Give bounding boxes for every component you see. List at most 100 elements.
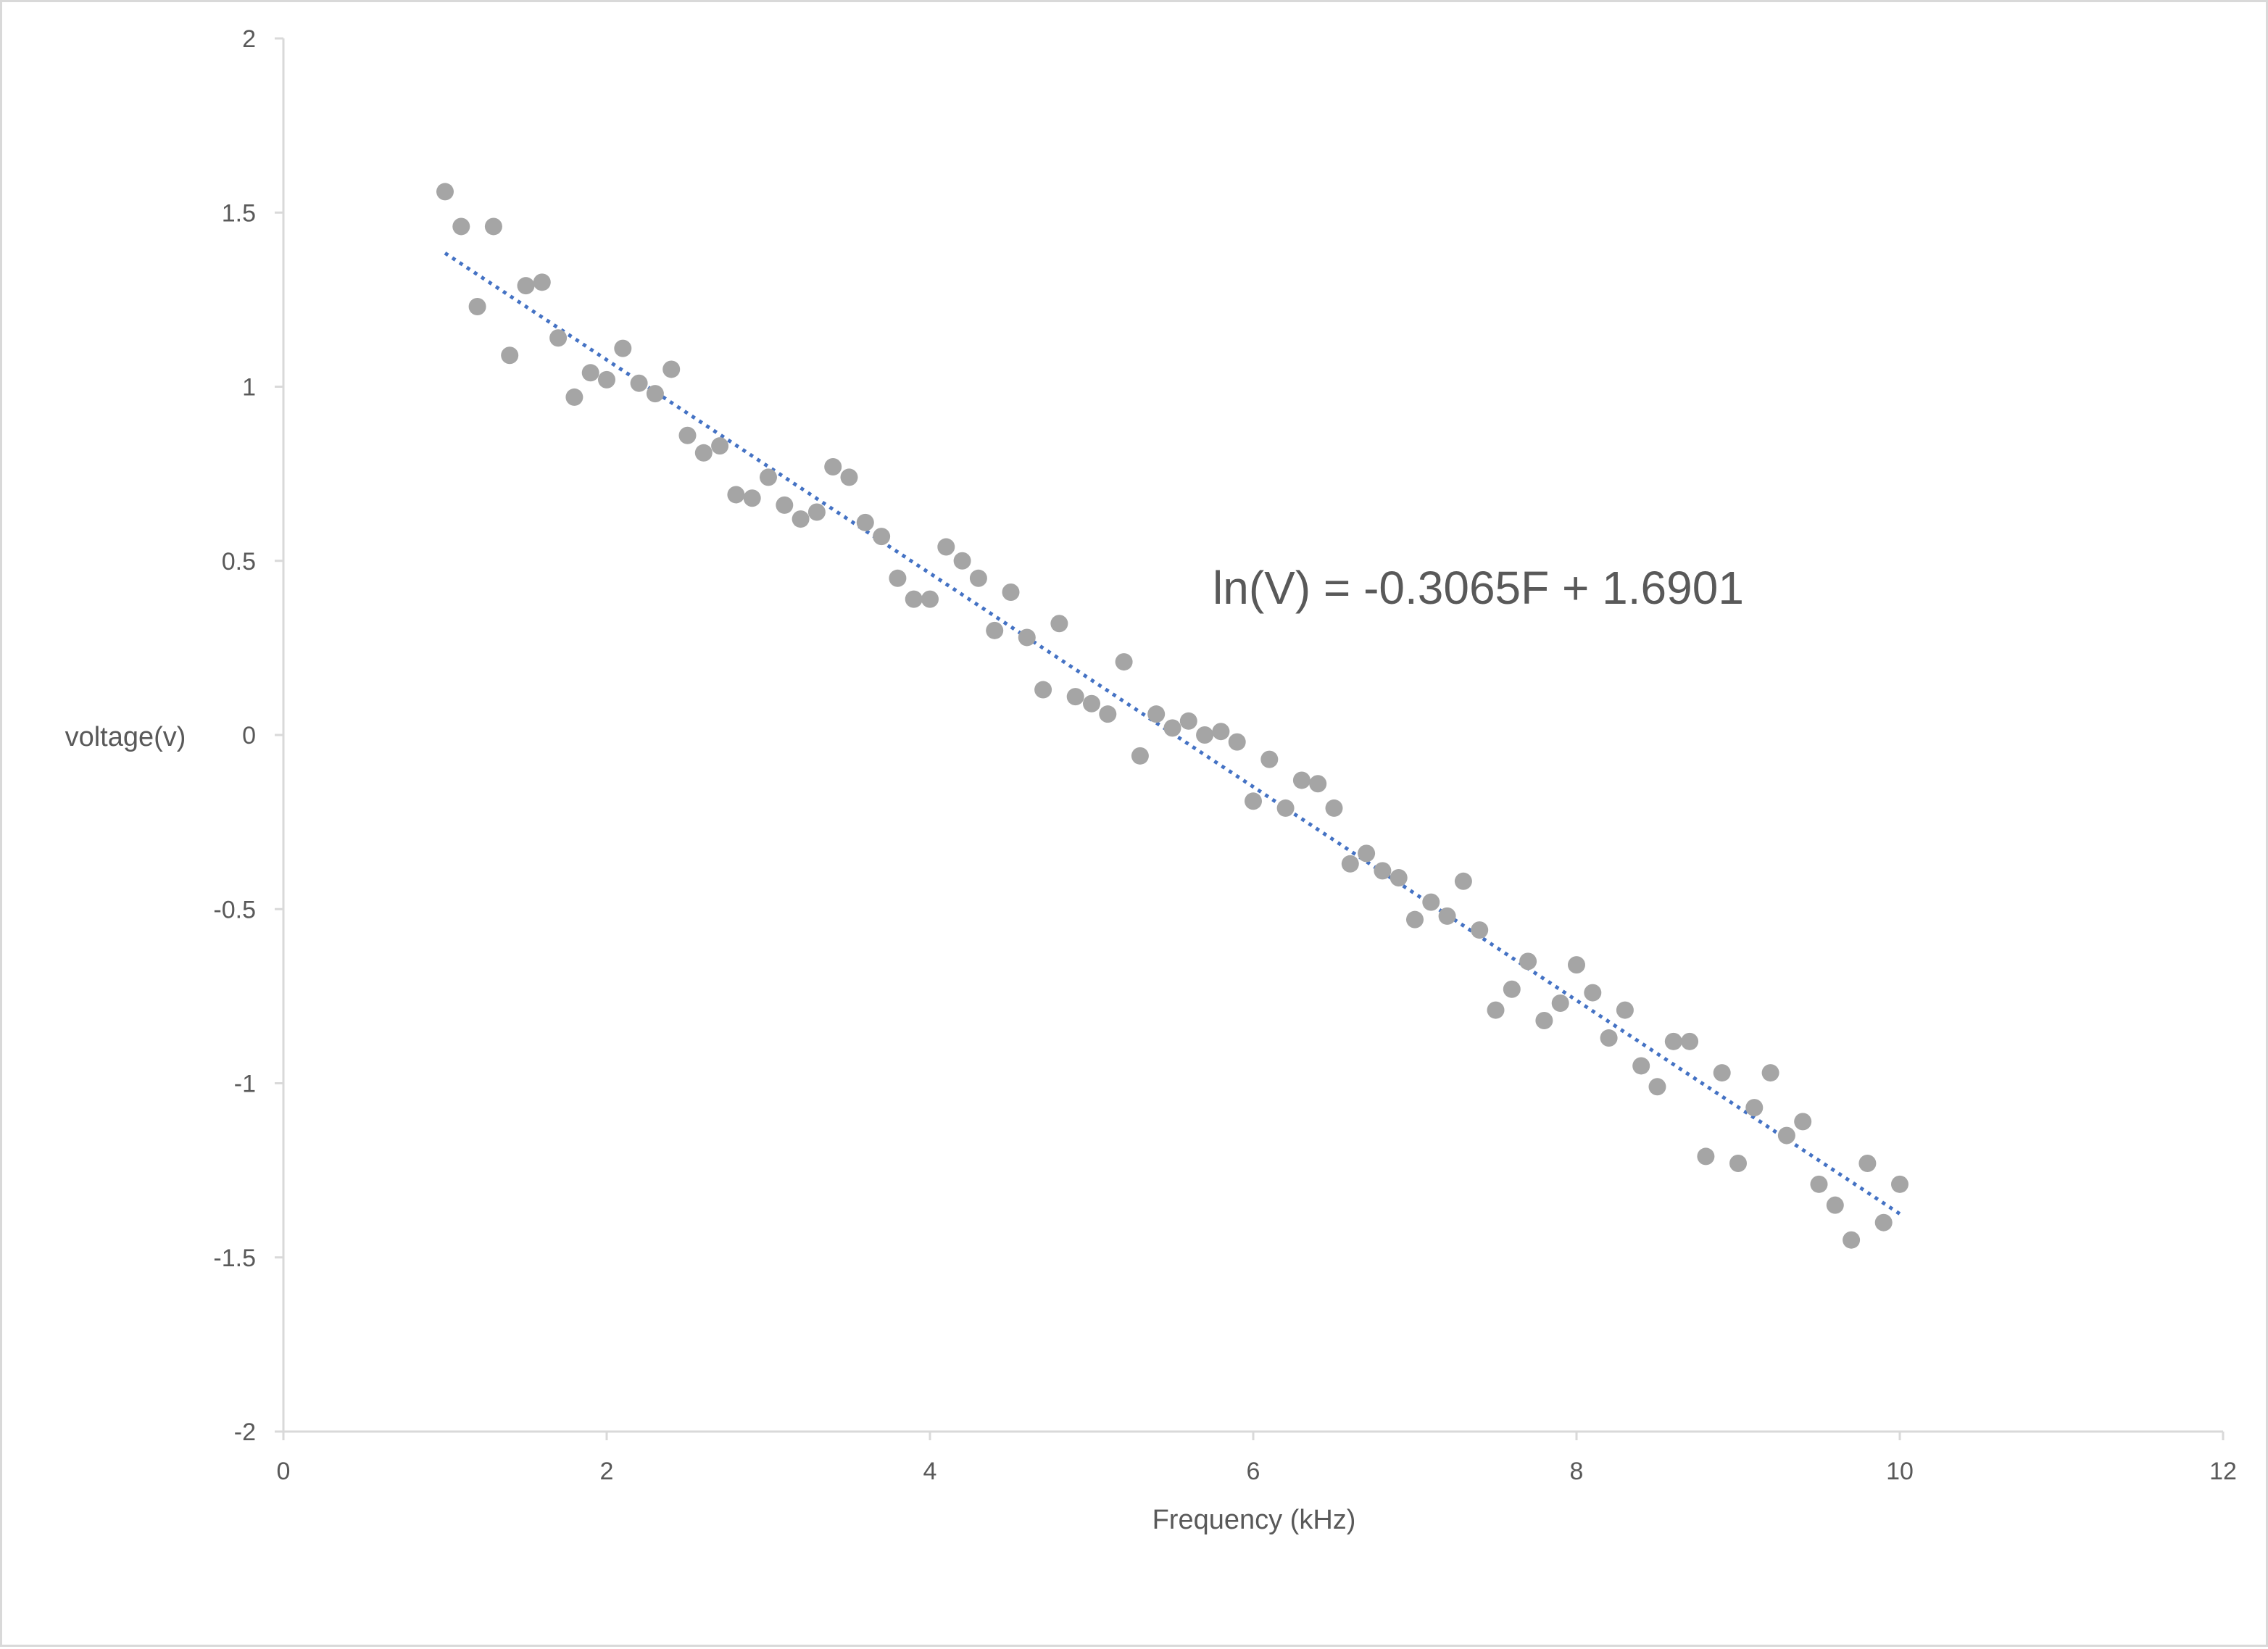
data-point — [1858, 1155, 1877, 1173]
data-point — [1292, 771, 1310, 789]
data-point — [1196, 726, 1214, 744]
data-point — [889, 569, 907, 587]
data-point — [533, 273, 551, 291]
data-point — [1471, 921, 1489, 939]
data-point — [1551, 994, 1569, 1012]
data-point — [581, 364, 599, 382]
x-tick-label: 12 — [2209, 1458, 2237, 1485]
x-tick-label: 10 — [1886, 1458, 1914, 1485]
data-point — [1341, 855, 1359, 873]
data-point — [1843, 1231, 1861, 1249]
data-point — [711, 437, 729, 455]
data-point — [1454, 872, 1472, 890]
data-point — [807, 503, 826, 521]
data-point — [517, 277, 535, 295]
y-tick-label: -2 — [234, 1419, 256, 1446]
data-point — [1745, 1099, 1764, 1117]
data-point — [678, 426, 697, 444]
data-point — [614, 339, 632, 357]
trendline-equation: ln(V) = -0.3065F + 1.6901 — [1213, 562, 1744, 614]
data-point — [1713, 1064, 1731, 1082]
data-point — [1066, 688, 1084, 706]
x-tick-label: 4 — [923, 1458, 937, 1485]
x-tick-label: 2 — [600, 1458, 614, 1485]
y-tick-label: 1 — [242, 374, 256, 402]
data-point — [1487, 1001, 1505, 1019]
data-point — [1083, 694, 1100, 713]
data-point — [1309, 775, 1327, 793]
data-point — [1616, 1001, 1634, 1019]
data-point — [776, 496, 794, 514]
y-tick-label: 2 — [242, 25, 256, 53]
data-point — [1568, 956, 1585, 974]
data-point — [1794, 1113, 1812, 1131]
x-axis-title: Frequency (kHz) — [1152, 1505, 1356, 1535]
data-point — [1422, 893, 1440, 911]
data-point — [905, 590, 923, 608]
data-point — [468, 297, 486, 315]
data-point — [1276, 799, 1295, 817]
data-point — [1826, 1196, 1844, 1214]
axes — [275, 37, 2225, 1440]
y-axis-title: voltage(v) — [65, 722, 186, 752]
data-point — [598, 370, 615, 389]
data-point — [1697, 1147, 1715, 1166]
data-point — [1131, 747, 1149, 765]
data-point — [1761, 1064, 1779, 1082]
data-point — [1891, 1175, 1908, 1193]
data-point — [937, 538, 955, 556]
data-point — [1212, 723, 1230, 741]
data-point — [1147, 705, 1166, 723]
data-point — [1390, 869, 1408, 887]
data-point — [1034, 681, 1052, 699]
data-point — [824, 458, 842, 476]
data-point — [1358, 844, 1376, 863]
data-point — [953, 552, 971, 570]
data-point — [646, 385, 664, 403]
data-point — [792, 510, 810, 528]
y-tick-label: -1 — [234, 1071, 256, 1098]
data-point — [1245, 792, 1262, 810]
data-point — [501, 346, 519, 365]
data-point — [1584, 984, 1602, 1002]
data-point — [1777, 1126, 1795, 1145]
data-point — [1519, 952, 1537, 971]
y-tick-label: -0.5 — [213, 896, 256, 923]
data-point — [760, 468, 777, 486]
data-point — [840, 468, 858, 486]
data-point — [1115, 653, 1133, 671]
data-point — [1810, 1175, 1828, 1193]
data-point — [452, 217, 470, 236]
data-point — [1681, 1032, 1699, 1050]
data-point — [873, 528, 891, 546]
data-point — [1228, 733, 1246, 751]
data-point — [1503, 980, 1521, 998]
data-point — [1535, 1012, 1553, 1030]
x-tick-label: 0 — [277, 1458, 291, 1485]
data-point — [565, 388, 583, 406]
data-point — [921, 590, 939, 608]
data-point — [1664, 1032, 1682, 1050]
data-point — [986, 621, 1004, 639]
data-point — [630, 374, 648, 392]
y-tick-label: 0 — [242, 722, 256, 749]
y-tick-label: -1.5 — [213, 1245, 256, 1272]
data-point — [1163, 719, 1181, 737]
data-point — [1374, 862, 1392, 880]
data-point — [1325, 799, 1343, 817]
data-point — [743, 489, 761, 507]
data-point — [969, 569, 987, 587]
x-tick-label: 6 — [1247, 1458, 1260, 1485]
data-point — [1438, 907, 1456, 925]
data-point — [856, 513, 874, 531]
data-point — [436, 183, 454, 201]
y-tick-label: 0.5 — [222, 548, 256, 576]
data-point — [1600, 1029, 1618, 1047]
data-point — [1050, 615, 1068, 633]
data-point — [727, 486, 745, 504]
data-point — [1260, 750, 1279, 768]
x-tick-label: 8 — [1570, 1458, 1584, 1485]
data-point — [662, 360, 681, 378]
